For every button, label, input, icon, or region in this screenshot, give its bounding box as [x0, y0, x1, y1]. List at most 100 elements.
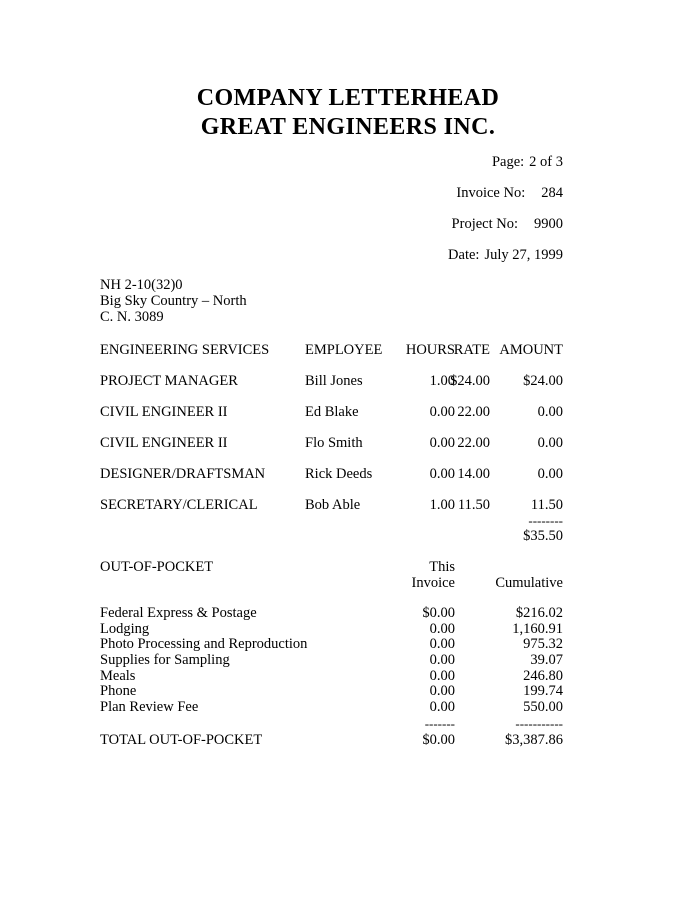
table-row: SECRETARY/CLERICAL Bob Able 1.00 11.50 1… [100, 496, 563, 527]
services-header-amount: AMOUNT [499, 342, 563, 358]
meta-row-project-no: Project No: 9900 [260, 214, 563, 245]
total-out-of-pocket-label: TOTAL OUT-OF-POCKET [100, 732, 263, 748]
meta-label-date: Date: [448, 247, 480, 263]
services-cell-rate: 14.00 [457, 466, 490, 482]
services-cell-employee: Rick Deeds [305, 466, 373, 482]
services-cell-description: PROJECT MANAGER [100, 373, 238, 389]
services-cell-amount: 0.00 [537, 404, 563, 420]
expense-cumulative: 39.07 [530, 652, 563, 669]
services-cell-rate: 22.00 [457, 435, 490, 451]
services-cell-rate: 22.00 [457, 404, 490, 420]
meta-value-project-no: 9900 [534, 216, 563, 232]
out-of-pocket-col-this-invoice: This Invoice [385, 559, 455, 591]
expense-description: Supplies for Sampling [100, 652, 230, 669]
meta-value-invoice-no: 284 [541, 185, 563, 201]
col-this-invoice-line-2: Invoice [411, 575, 455, 591]
col-this-invoice-line-1: This [429, 559, 455, 575]
services-cell-description: DESIGNER/DRAFTSMAN [100, 466, 266, 482]
services-cell-rate: 11.50 [457, 497, 490, 513]
services-subtotal-block: -------- $35.50 [463, 513, 563, 545]
services-subtotal-value: $35.50 [523, 528, 563, 544]
engineering-services-table: ENGINEERING SERVICES EMPLOYEE HOURS RATE… [100, 341, 563, 527]
expense-cumulative: 1,160.91 [512, 620, 563, 637]
meta-value-date: July 27, 1999 [484, 247, 563, 263]
expense-cumulative: 975.32 [523, 636, 563, 653]
total-rule-cumulative: ----------- [515, 716, 563, 731]
services-header-employee: EMPLOYEE [305, 342, 383, 358]
letterhead: COMPANY LETTERHEAD GREAT ENGINEERS INC. [0, 84, 696, 142]
expense-description: Photo Processing and Reproduction [100, 636, 308, 653]
list-item: Supplies for Sampling 0.00 39.07 [100, 652, 563, 669]
list-item: Phone 0.00 199.74 [100, 684, 563, 700]
table-row: CIVIL ENGINEER II Ed Blake 0.00 22.00 0.… [100, 403, 563, 434]
services-cell-description: CIVIL ENGINEER II [100, 435, 228, 451]
services-cell-employee: Ed Blake [305, 404, 359, 420]
list-item: Federal Express & Postage $0.00 $216.02 [100, 605, 563, 622]
meta-value-page: 2 of 3 [529, 154, 563, 170]
expense-this-invoice: 0.00 [429, 699, 455, 716]
services-header-description: ENGINEERING SERVICES [100, 342, 270, 358]
expense-cumulative: $216.02 [515, 605, 563, 621]
project-reference-line-1: NH 2-10(32)0 [100, 277, 183, 293]
expense-description: Meals [100, 667, 136, 684]
company-letterhead-line-2: GREAT ENGINEERS INC. [200, 114, 496, 140]
table-row: CIVIL ENGINEER II Flo Smith 0.00 22.00 0… [100, 434, 563, 465]
services-cell-employee: Bob Able [305, 497, 361, 513]
services-cell-hours: 1.00 [429, 497, 455, 513]
meta-row-invoice-no: Invoice No: 284 [260, 183, 563, 214]
meta-row-page: Page: 2 of 3 [260, 152, 563, 183]
project-reference-block: NH 2-10(32)0 Big Sky Country – North C. … [100, 277, 247, 325]
expense-description: Federal Express & Postage [100, 605, 257, 621]
services-cell-hours: 0.00 [429, 404, 455, 420]
services-cell-description: CIVIL ENGINEER II [100, 404, 228, 420]
services-cell-employee: Flo Smith [305, 435, 363, 451]
out-of-pocket-items: Federal Express & Postage $0.00 $216.02 … [100, 605, 563, 716]
expense-this-invoice: 0.00 [429, 683, 455, 700]
project-reference-line-2: Big Sky Country – North [100, 293, 247, 309]
meta-label-page: Page: [491, 154, 525, 170]
services-header-row: ENGINEERING SERVICES EMPLOYEE HOURS RATE… [100, 341, 563, 372]
services-cell-amount: 11.50 [530, 497, 563, 513]
total-out-of-pocket-this-invoice: $0.00 [422, 732, 455, 748]
expense-this-invoice: 0.00 [429, 636, 455, 653]
list-item: Photo Processing and Reproduction 0.00 9… [100, 637, 563, 653]
services-subtotal-rule: -------- [528, 513, 563, 528]
table-row: DESIGNER/DRAFTSMAN Rick Deeds 0.00 14.00… [100, 465, 563, 496]
meta-row-date: Date: July 27, 1999 [260, 245, 563, 276]
expense-description: Plan Review Fee [100, 699, 199, 716]
services-header-hours: HOURS [405, 342, 455, 358]
services-header-rate: RATE [453, 342, 490, 358]
list-item: Meals 0.00 246.80 [100, 667, 563, 685]
out-of-pocket-title: OUT-OF-POCKET [100, 559, 214, 575]
expense-this-invoice: 0.00 [429, 667, 455, 684]
meta-label-project-no: Project No: [451, 216, 518, 232]
services-cell-description: SECRETARY/CLERICAL [100, 497, 258, 513]
invoice-meta-block: Page: 2 of 3 Invoice No: 284 Project No: 99… [260, 152, 563, 276]
total-separator-rules: ------- ----------- [100, 716, 563, 731]
expense-description: Lodging [100, 620, 150, 637]
total-rule-this-invoice: ------- [424, 716, 455, 731]
out-of-pocket-col-cumulative: Cumulative [495, 575, 563, 591]
services-cell-hours: 0.00 [429, 466, 455, 482]
expense-cumulative: 550.00 [523, 699, 563, 716]
table-row: PROJECT MANAGER Bill Jones 1.00 $24.00 $… [100, 372, 563, 403]
expense-this-invoice: 0.00 [429, 652, 455, 669]
company-letterhead-line-1: COMPANY LETTERHEAD [196, 85, 500, 111]
services-cell-amount: $24.00 [523, 373, 563, 389]
project-reference-line-3: C. N. 3089 [100, 309, 164, 325]
services-cell-rate: $24.00 [450, 373, 490, 389]
services-cell-employee: Bill Jones [305, 373, 363, 389]
services-cell-amount: 0.00 [537, 435, 563, 451]
services-cell-amount: 0.00 [537, 466, 563, 482]
list-item: Lodging 0.00 1,160.91 [100, 620, 563, 638]
total-out-of-pocket-cumulative: $3,387.86 [505, 732, 563, 748]
expense-cumulative: 246.80 [523, 667, 563, 684]
services-cell-hours: 0.00 [429, 435, 455, 451]
expense-cumulative: 199.74 [523, 683, 563, 700]
services-cell-hours: 1.00 [429, 373, 455, 389]
expense-description: Phone [100, 683, 137, 700]
expense-this-invoice: 0.00 [429, 620, 455, 637]
list-item: Plan Review Fee 0.00 550.00 [100, 699, 563, 716]
meta-label-invoice-no: Invoice No: [456, 185, 526, 201]
